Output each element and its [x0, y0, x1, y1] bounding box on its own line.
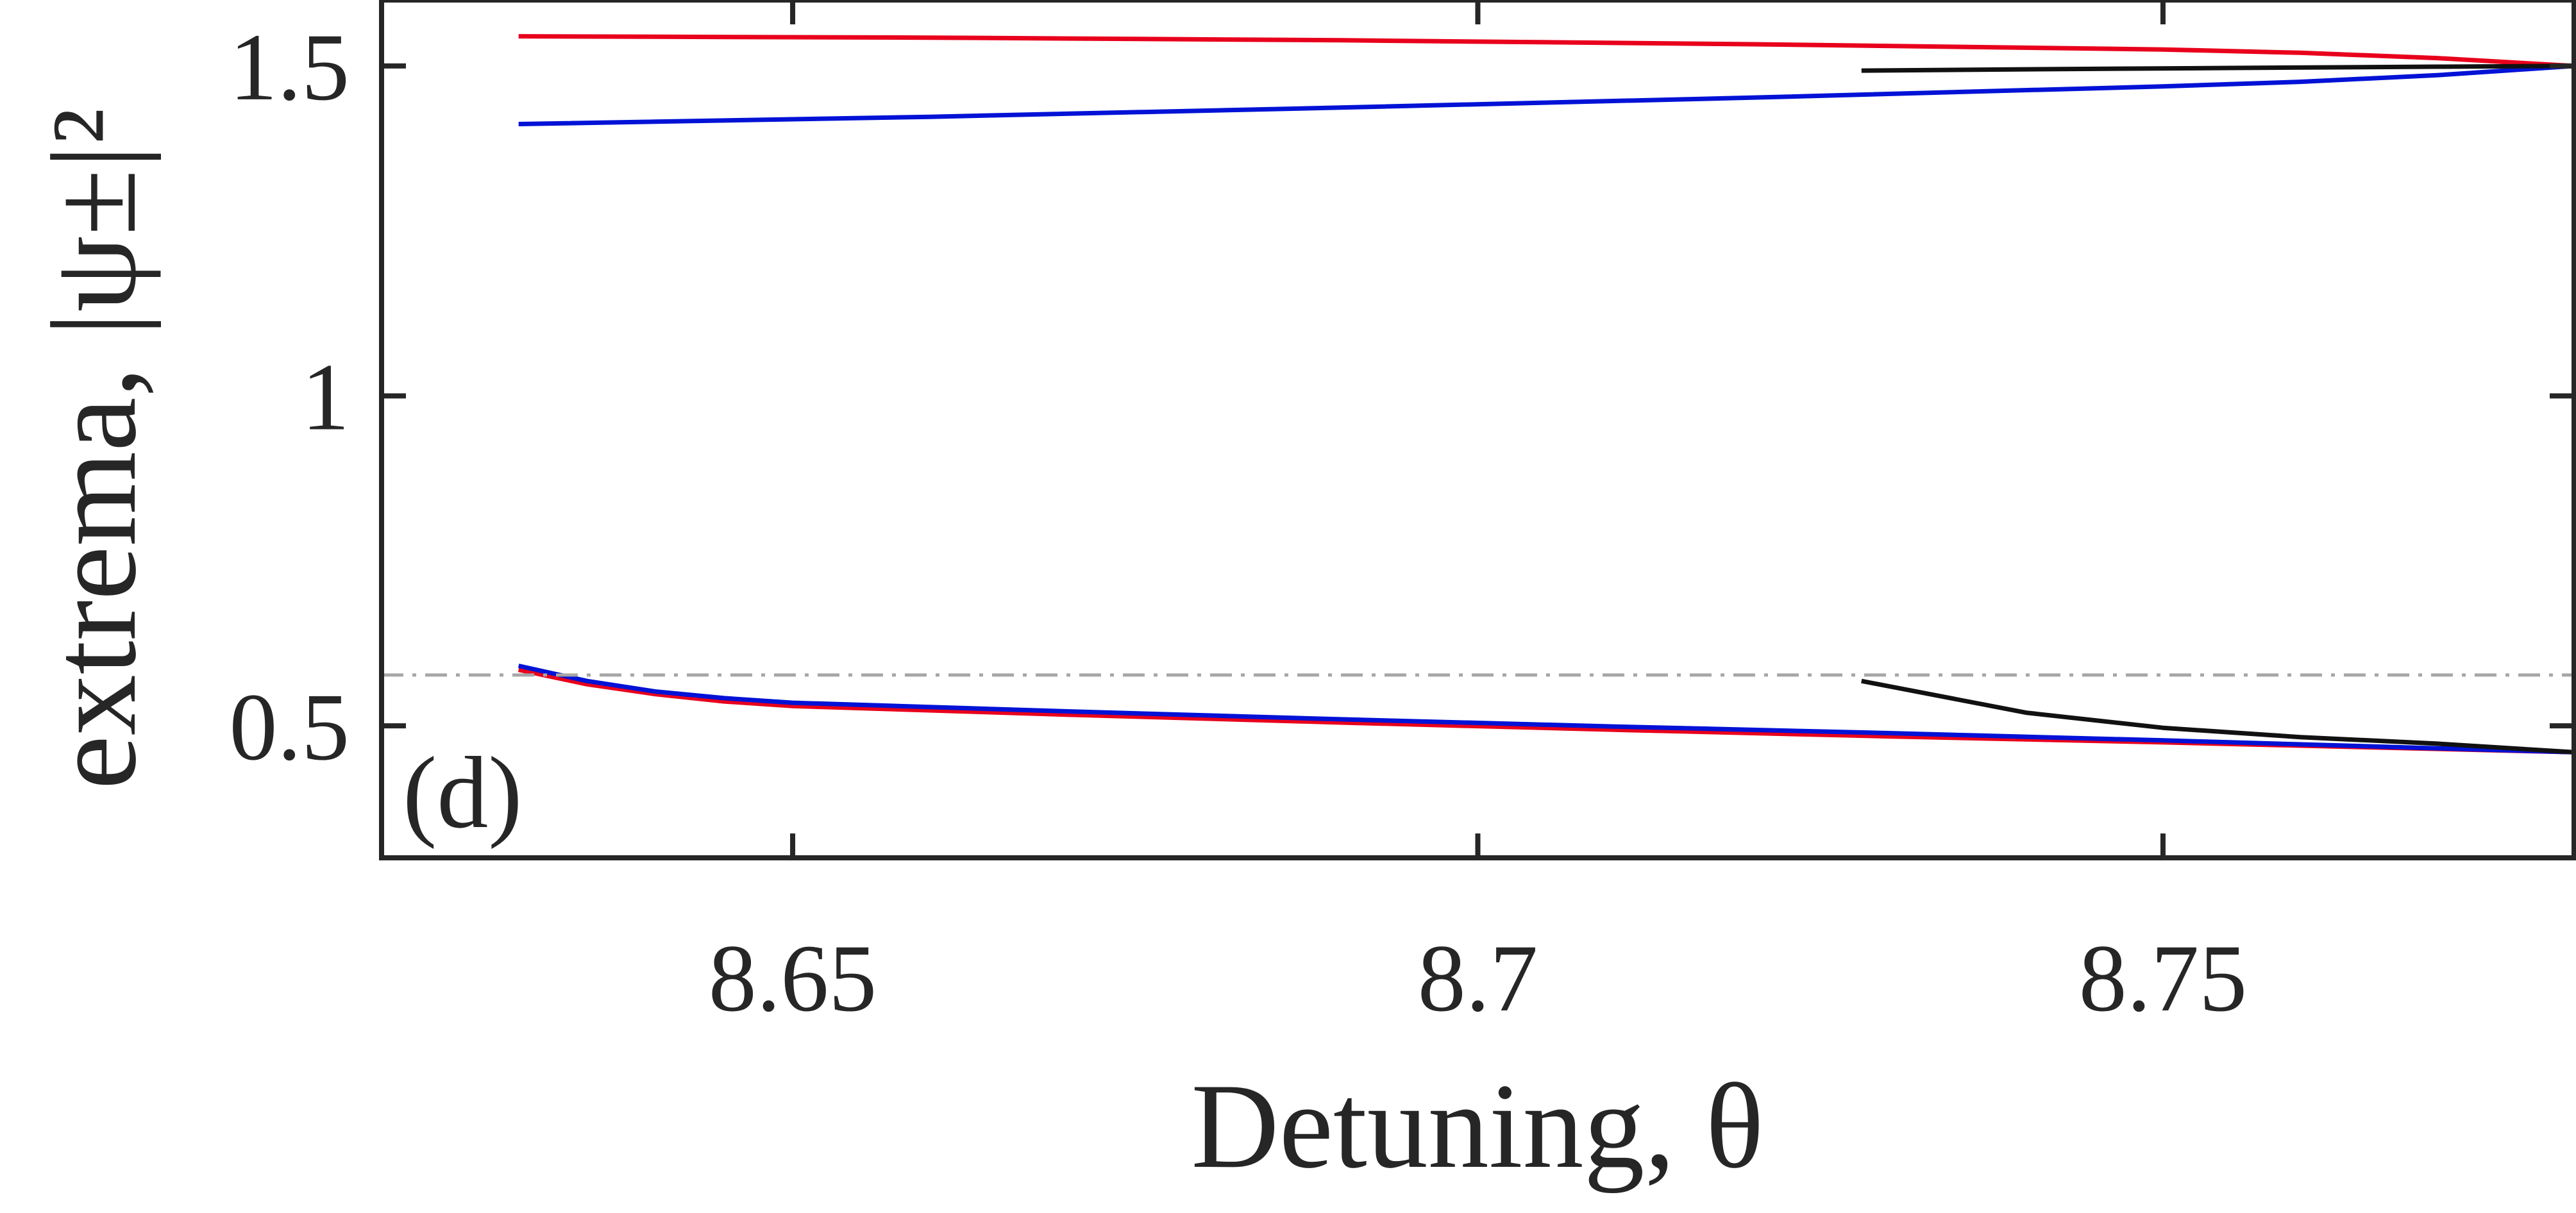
x-tick-label-3: 8.75: [2079, 925, 2248, 1032]
series-line-2: [518, 63, 2575, 126]
x-tick-label-1: 8.65: [709, 925, 877, 1032]
series-line-1: [518, 34, 2575, 69]
series-line-4: [518, 667, 2575, 755]
series-layer: [518, 34, 2575, 755]
series-line-6: [1861, 678, 2575, 755]
y-tick-label-3: 1.5: [230, 14, 350, 121]
tick-layer: 8.65 8.7 8.75 0.5 1 1.5: [230, 0, 2574, 1032]
series-line-3: [1861, 63, 2575, 73]
x-axis-label: Detuning, θ: [1191, 1059, 1764, 1194]
panel-label: (d): [403, 735, 523, 849]
y-axis-label: extrema, |ψ±|²: [27, 108, 162, 789]
y-tick-label-2: 1: [301, 344, 349, 451]
x-tick-label-2: 8.7: [1418, 925, 1538, 1032]
plot-frame: [379, 0, 2576, 860]
y-tick-label-1: 0.5: [230, 674, 350, 780]
series-line-5: [518, 664, 2575, 755]
